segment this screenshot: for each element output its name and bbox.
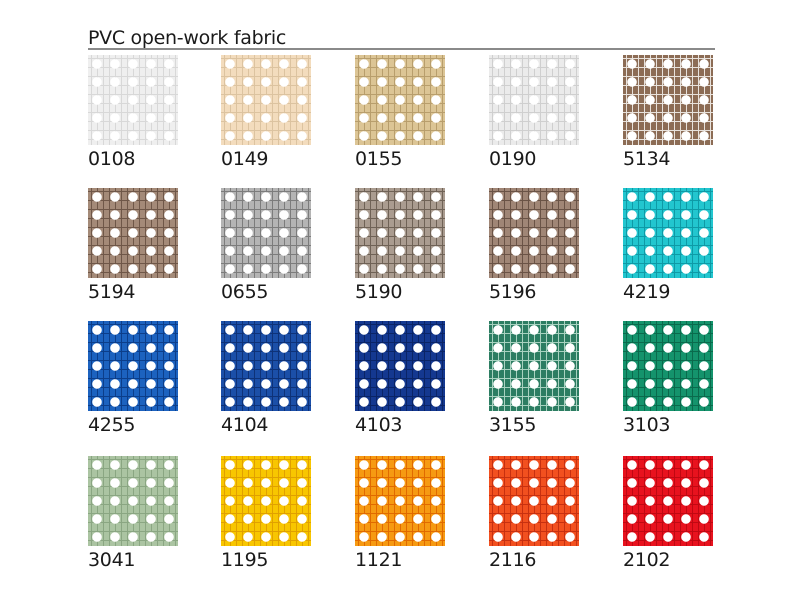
weave-pattern: [88, 55, 178, 145]
fabric-swatch: [489, 188, 579, 278]
swatch-code: 4219: [623, 281, 671, 303]
weave-pattern: [623, 188, 713, 278]
weave-pattern: [221, 188, 311, 278]
weave-pattern: [221, 456, 311, 546]
weave-pattern: [88, 321, 178, 411]
weave-pattern: [355, 188, 445, 278]
swatch-code: 3155: [489, 414, 537, 436]
fabric-swatch: [355, 55, 445, 145]
swatch-code: 4103: [355, 414, 403, 436]
fabric-swatch: [221, 55, 311, 145]
swatch-code: 4255: [88, 414, 136, 436]
weave-pattern: [221, 55, 311, 145]
page-title: PVC open-work fabric: [88, 27, 286, 49]
fabric-swatch: [623, 188, 713, 278]
fabric-swatch: [221, 321, 311, 411]
weave-pattern: [88, 456, 178, 546]
swatch-code: 0655: [221, 281, 269, 303]
swatch-code: 0155: [355, 148, 403, 170]
fabric-swatch: [355, 321, 445, 411]
weave-pattern: [355, 456, 445, 546]
fabric-swatch: [355, 188, 445, 278]
swatch-code: 5190: [355, 281, 403, 303]
weave-pattern: [489, 321, 579, 411]
title-divider: [88, 48, 715, 50]
fabric-swatch: [489, 456, 579, 546]
swatch-code: 5194: [88, 281, 136, 303]
fabric-swatch: [88, 456, 178, 546]
fabric-swatch: [623, 321, 713, 411]
weave-pattern: [355, 55, 445, 145]
swatch-code: 0108: [88, 148, 136, 170]
fabric-swatch: [355, 456, 445, 546]
fabric-swatch: [88, 321, 178, 411]
swatch-code: 1121: [355, 549, 403, 571]
weave-pattern: [489, 188, 579, 278]
swatch-code: 3103: [623, 414, 671, 436]
weave-pattern: [88, 188, 178, 278]
fabric-swatch: [88, 188, 178, 278]
swatch-code: 0190: [489, 148, 537, 170]
swatch-code: 0149: [221, 148, 269, 170]
fabric-swatch: [88, 55, 178, 145]
fabric-swatch: [623, 456, 713, 546]
swatch-code: 2116: [489, 549, 537, 571]
weave-pattern: [489, 55, 579, 145]
weave-pattern: [623, 55, 713, 145]
fabric-swatch: [489, 321, 579, 411]
weave-pattern: [623, 321, 713, 411]
weave-pattern: [489, 456, 579, 546]
swatch-code: 2102: [623, 549, 671, 571]
swatch-code: 1195: [221, 549, 269, 571]
swatch-code: 4104: [221, 414, 269, 436]
weave-pattern: [355, 321, 445, 411]
weave-pattern: [221, 321, 311, 411]
swatch-code: 5196: [489, 281, 537, 303]
swatch-code: 5134: [623, 148, 671, 170]
weave-pattern: [623, 456, 713, 546]
fabric-swatch: [221, 188, 311, 278]
swatch-code: 3041: [88, 549, 136, 571]
fabric-swatch: [623, 55, 713, 145]
fabric-swatch: [489, 55, 579, 145]
fabric-swatch: [221, 456, 311, 546]
